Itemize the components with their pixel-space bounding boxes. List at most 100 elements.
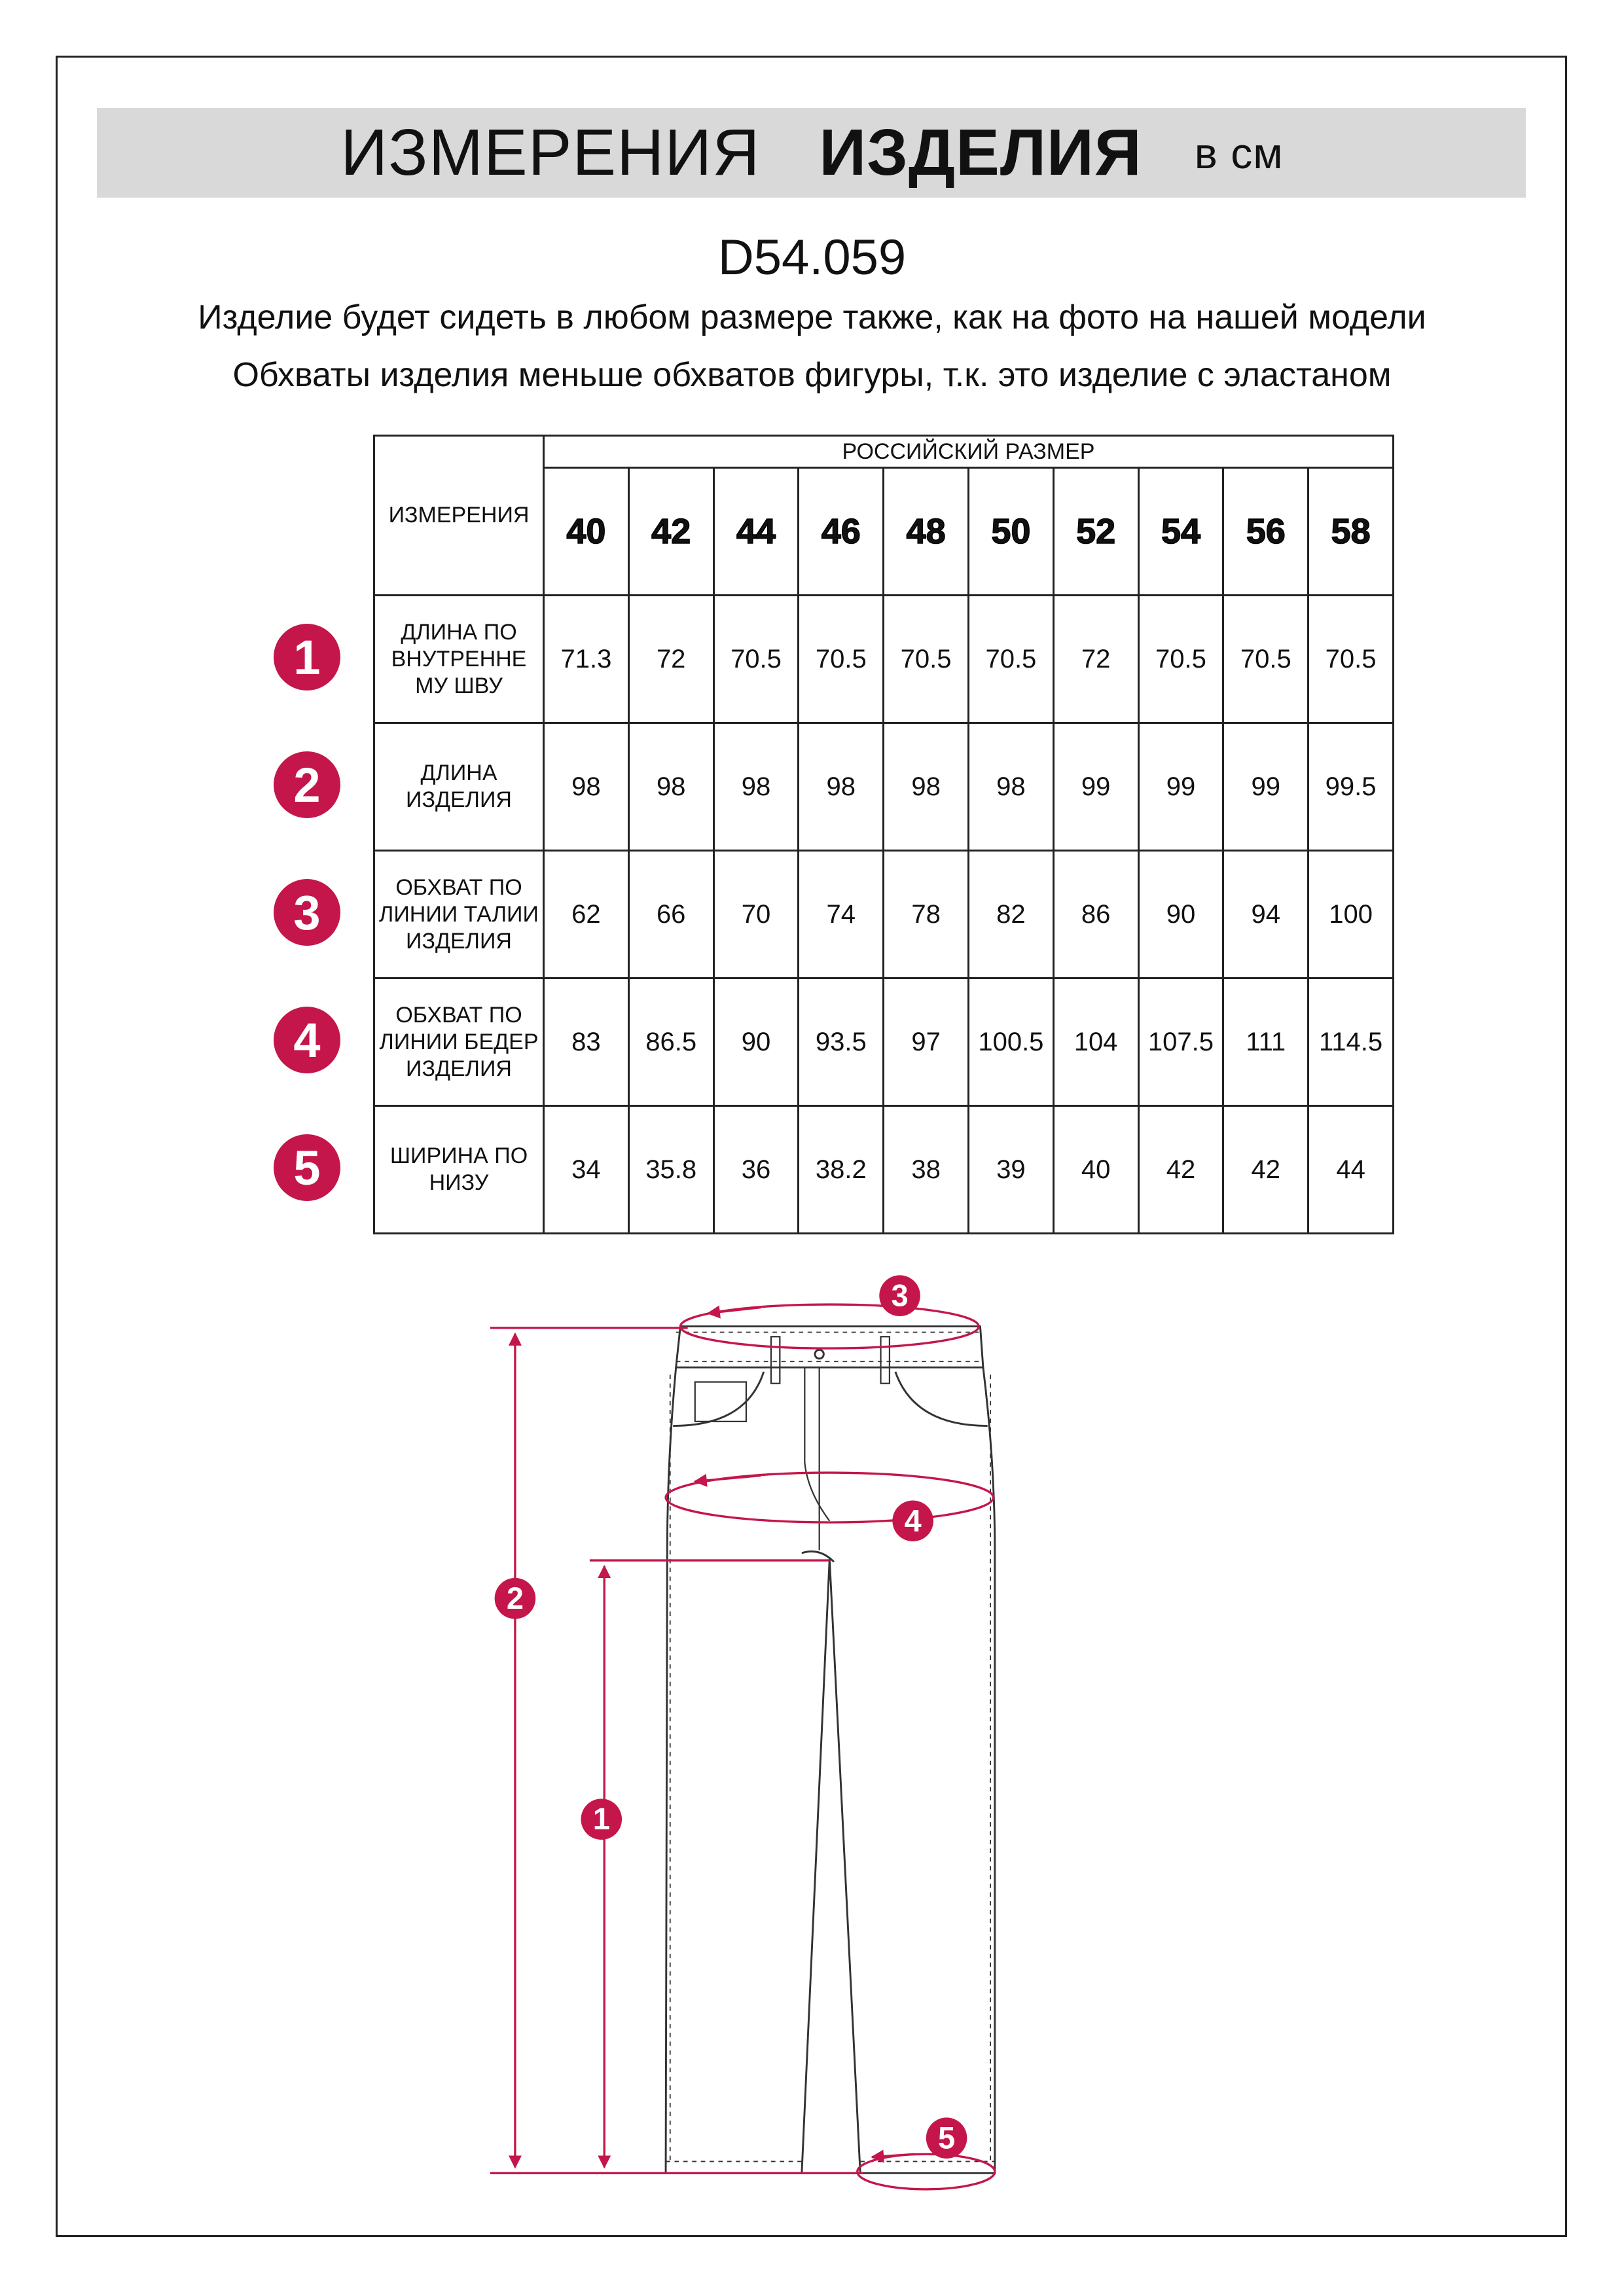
cell-value: 70.5 <box>797 594 885 724</box>
cell-value: 40 <box>1052 1105 1140 1234</box>
title-regular: ИЗМЕРЕНИЯ <box>340 116 761 189</box>
cell-value: 98 <box>797 722 885 852</box>
cell-value: 70 <box>712 850 800 979</box>
header-band <box>97 108 1526 198</box>
marker-circle <box>926 2117 967 2159</box>
size-header: РОССИЙСКИЙ РАЗМЕР <box>543 435 1394 469</box>
note-2: Обхваты изделия меньше обхватов фигуры, … <box>232 356 1392 394</box>
cell-value: 86.5 <box>627 977 715 1107</box>
pants-outline <box>664 1325 996 2174</box>
note-1: Изделие будет сидеть в любом размере так… <box>198 298 1426 336</box>
cell-value: 100 <box>1307 850 1394 979</box>
cell-value: 71.3 <box>543 594 630 724</box>
cell-value: 90 <box>712 977 800 1107</box>
diagram-marker-4: 4 <box>892 1500 933 1542</box>
measurement-lines <box>490 1303 996 2191</box>
title-unit: в см <box>1194 128 1284 177</box>
page-frame <box>56 56 1567 2237</box>
product-code: D54.059 <box>717 230 907 285</box>
size-46: 46 <box>797 467 885 596</box>
marker-circle <box>494 1577 536 1619</box>
cell-value: 74 <box>797 850 885 979</box>
title-bold: ИЗДЕЛИЯ <box>819 116 1142 189</box>
measure-header: ИЗМЕРЕНИЯ <box>373 435 545 596</box>
table-row: ДЛИНА ИЗДЕЛИЯ 98 98 98 98 98 98 99 99 99 99.5 <box>373 722 1394 852</box>
cell-value: 98 <box>627 722 715 852</box>
size-42: 42 <box>627 467 715 596</box>
marker-label: 2 <box>507 1581 524 1615</box>
cell-value: 99 <box>1052 722 1140 852</box>
size-40: 40 <box>543 467 630 596</box>
size-44: 44 <box>712 467 800 596</box>
cell-value: 35.8 <box>627 1105 715 1234</box>
cell-value: 34 <box>543 1105 630 1234</box>
cell-value: 70.5 <box>882 594 969 724</box>
cell-value: 98 <box>712 722 800 852</box>
hip-ellipse-4 <box>664 1471 995 1524</box>
row-number-badge: 3 <box>274 879 340 946</box>
cell-value: 98 <box>882 722 969 852</box>
cell-value: 83 <box>543 977 630 1107</box>
cell-value: 94 <box>1222 850 1310 979</box>
cell-value: 38 <box>882 1105 969 1234</box>
row-label: ДЛИНА ИЗДЕЛИЯ <box>373 722 545 852</box>
cell-value: 82 <box>967 850 1055 979</box>
diagram-marker-1: 1 <box>581 1799 623 1840</box>
hem-ellipse-5 <box>856 2153 996 2191</box>
table-row: ОБХВАТ ПО ЛИНИИ ТАЛИИ ИЗДЕЛИЯ 62 66 70 74 78 8… <box>373 850 1394 979</box>
cell-value: 44 <box>1307 1105 1394 1234</box>
cell-value: 98 <box>543 722 630 852</box>
cell-value: 70.5 <box>1307 594 1394 724</box>
row-number-badge: 2 <box>274 751 340 818</box>
cell-value: 62 <box>543 850 630 979</box>
cell-value: 107.5 <box>1137 977 1225 1107</box>
row-label: ОБХВАТ ПО ЛИНИИ БЕДЕР ИЗДЕЛИЯ <box>373 977 545 1107</box>
cell-value: 90 <box>1137 850 1225 979</box>
cell-value: 100.5 <box>967 977 1055 1107</box>
cell-value: 36 <box>712 1105 800 1234</box>
marker-circle <box>892 1500 933 1542</box>
cell-value: 42 <box>1222 1105 1310 1234</box>
cell-value: 93.5 <box>797 977 885 1107</box>
marker-label: 3 <box>892 1278 909 1312</box>
table-row: ДЛИНА ПО ВНУТРЕННЕ МУ ШВУ 71.3 72 70.5 70.5 7… <box>373 594 1394 724</box>
marker-label: 5 <box>938 2121 955 2155</box>
cell-value: 99 <box>1222 722 1310 852</box>
marker-circle <box>879 1275 920 1316</box>
cell-value: 99 <box>1137 722 1225 852</box>
size-table: ИЗМЕРЕНИЯ РОССИЙСКИЙ РАЗМЕР 40 42 44 46 48 50… <box>373 435 1394 1234</box>
row-number-badge: 5 <box>274 1134 340 1201</box>
cell-value: 99.5 <box>1307 722 1394 852</box>
cell-value: 98 <box>967 722 1055 852</box>
row-label: ДЛИНА ПО ВНУТРЕННЕ МУ ШВУ <box>373 594 545 724</box>
row-label: ШИРИНА ПО НИЗУ <box>373 1105 545 1234</box>
cell-value: 38.2 <box>797 1105 885 1234</box>
cell-value: 72 <box>627 594 715 724</box>
row-number-badge: 4 <box>274 1007 340 1073</box>
cell-value: 70.5 <box>1137 594 1225 724</box>
marker-circle <box>581 1799 623 1840</box>
cell-value: 42 <box>1137 1105 1225 1234</box>
cell-value: 78 <box>882 850 969 979</box>
cell-value: 114.5 <box>1307 977 1394 1107</box>
cell-value: 86 <box>1052 850 1140 979</box>
page-title: ИЗМЕРЕНИЯ ИЗДЕЛИЯ в см <box>0 108 1624 198</box>
table-row: ШИРИНА ПО НИЗУ 34 35.8 36 38.2 38 39 40 42 42 44 <box>373 1105 1394 1234</box>
diagram-marker-3: 3 <box>879 1275 920 1316</box>
size-48: 48 <box>882 467 969 596</box>
cell-value: 70.5 <box>967 594 1055 724</box>
size-58: 58 <box>1307 467 1394 596</box>
cell-value: 70.5 <box>1222 594 1310 724</box>
size-52: 52 <box>1052 467 1140 596</box>
size-56: 56 <box>1222 467 1310 596</box>
row-number-badge: 1 <box>274 624 340 691</box>
cell-value: 66 <box>627 850 715 979</box>
cell-value: 104 <box>1052 977 1140 1107</box>
cell-value: 70.5 <box>712 594 800 724</box>
marker-label: 1 <box>593 1802 610 1836</box>
waist-ellipse-3 <box>679 1303 980 1350</box>
cell-value: 39 <box>967 1105 1055 1234</box>
table-row: ОБХВАТ ПО ЛИНИИ БЕДЕР ИЗДЕЛИЯ 83 86.5 90 93.… <box>373 977 1394 1107</box>
row-label: ОБХВАТ ПО ЛИНИИ ТАЛИИ ИЗДЕЛИЯ <box>373 850 545 979</box>
